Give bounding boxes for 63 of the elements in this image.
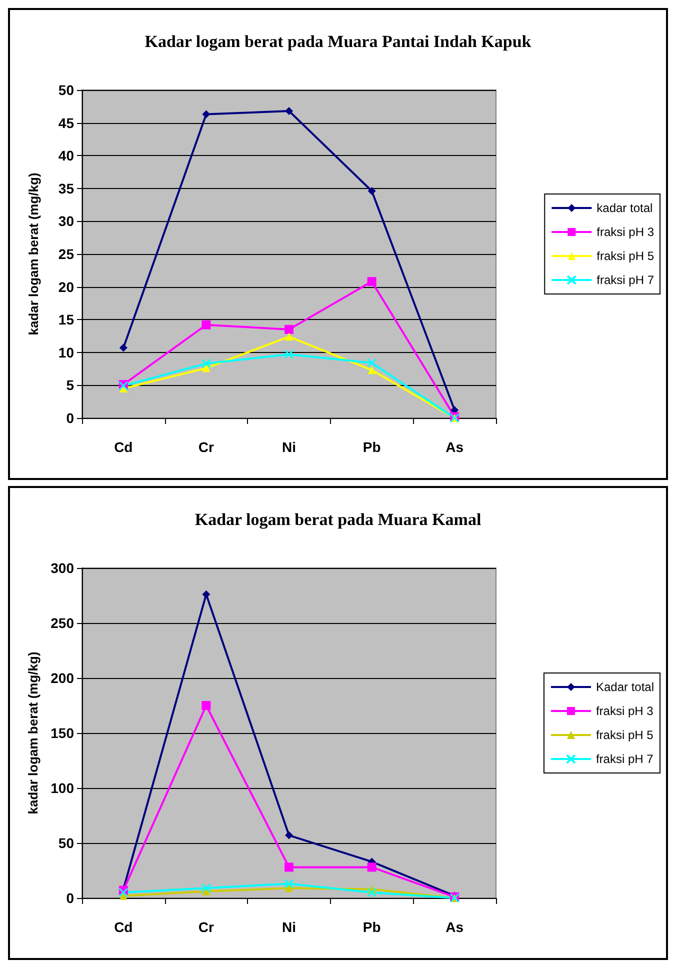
y-tick-label: 5 (66, 377, 74, 394)
legend-label: fraksi pH 3 (596, 225, 654, 239)
y-tick-label: 100 (50, 780, 74, 796)
y-tick-label: 50 (58, 82, 74, 98)
x-tick-label: Pb (362, 919, 381, 935)
y-tick-label: 25 (58, 246, 74, 262)
point (285, 106, 293, 115)
legend-label: fraksi pH 3 (596, 704, 654, 718)
y-axis-title: kadar logam berat (mg/kg) (26, 652, 41, 814)
point (119, 344, 128, 352)
y-tick-label: 45 (58, 114, 74, 131)
legend-label: kadar total (596, 201, 653, 215)
point (201, 358, 211, 368)
y-axis-title: kadar logam berat (mg/kg) (26, 172, 41, 336)
y-tick-label: 0 (66, 410, 74, 426)
y-tick-label: 150 (50, 725, 74, 741)
point (284, 862, 294, 872)
legend-label: fraksi pH 7 (596, 752, 654, 766)
point (368, 366, 376, 374)
x-tick-label: Cr (198, 439, 215, 455)
x-tick-label: Cd (114, 439, 133, 455)
y-tick-label: 50 (58, 835, 74, 851)
chart-title: Kadar logam berat pada Muara Kamal (194, 510, 482, 529)
x-tick-label: Ni (282, 439, 296, 455)
chart-title: Kadar logam berat pada Muara Pantai Indah Kapuk (144, 32, 532, 51)
point (285, 884, 293, 892)
y-tick-label: 250 (50, 615, 74, 631)
y-tick-label: 15 (58, 312, 74, 328)
y-tick-label: 40 (58, 148, 74, 164)
point (284, 878, 294, 888)
point (284, 324, 294, 334)
y-tick-label: 0 (66, 890, 74, 906)
y-tick-label: 300 (50, 560, 74, 576)
y-tick-label: 200 (50, 670, 74, 686)
legend-label: fraksi pH 5 (596, 728, 654, 742)
point (284, 350, 294, 360)
legend-label: fraksi pH 5 (596, 249, 654, 263)
point (285, 332, 293, 341)
point (367, 358, 377, 368)
point (285, 831, 293, 840)
legend-label: fraksi pH 7 (596, 273, 654, 287)
y-tick-label: 20 (58, 278, 74, 295)
x-tick-label: Ni (282, 919, 296, 935)
point (118, 888, 128, 898)
x-tick-label: Cr (198, 919, 215, 935)
y-tick-label: 35 (58, 180, 74, 196)
point (368, 187, 376, 196)
x-tick-label: As (446, 439, 464, 455)
x-tick-label: Pb (362, 439, 381, 455)
point (202, 110, 210, 118)
point (202, 320, 211, 330)
y-tick-label: 30 (58, 213, 74, 230)
point (367, 277, 376, 286)
point (367, 862, 376, 872)
point (201, 883, 211, 893)
point (202, 364, 210, 372)
point (202, 590, 210, 598)
point (367, 888, 377, 898)
y-tick-label: 10 (58, 344, 74, 360)
point (202, 701, 211, 710)
x-tick-label: Cd (114, 919, 133, 935)
x-tick-label: As (446, 919, 464, 935)
legend-label: Kadar total (596, 680, 654, 694)
